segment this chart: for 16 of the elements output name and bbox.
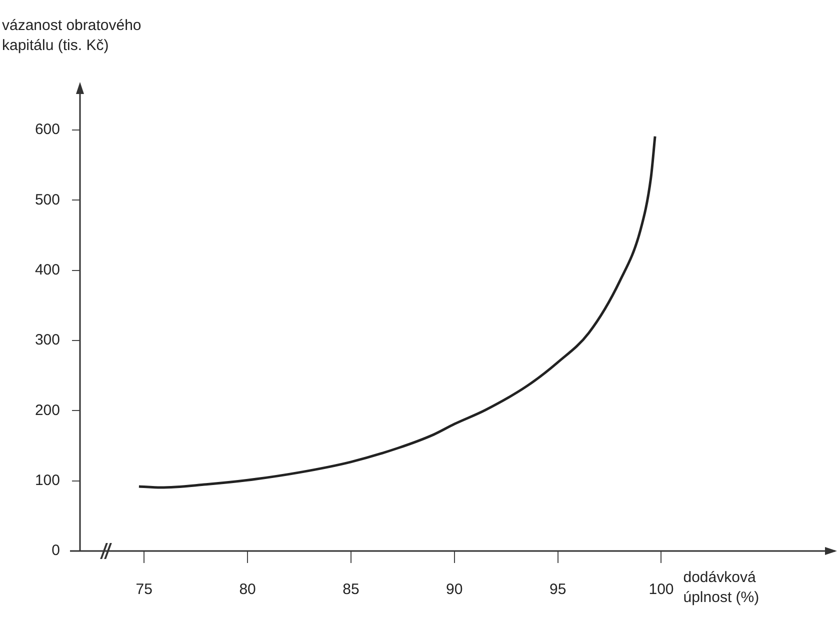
y-tick-label: 0 xyxy=(52,542,60,560)
y-tick-label: 300 xyxy=(34,332,60,349)
x-tick-label: 80 xyxy=(239,581,256,598)
x-tick-label: 75 xyxy=(136,581,152,598)
x-tick-label: 95 xyxy=(549,581,566,598)
line-series xyxy=(138,135,656,489)
x-tick-label: 100 xyxy=(648,581,674,598)
y-tick-label: 200 xyxy=(34,402,60,419)
x-axis-title: dodávková úplnost (%) xyxy=(683,569,760,606)
y-tick-label: 500 xyxy=(34,191,60,208)
x-tick-label: 90 xyxy=(446,581,463,598)
y-tick-label: 100 xyxy=(34,472,60,489)
y-tick-label: 400 xyxy=(34,262,60,279)
y-axis-title: vázanost obratového kapitálu (tis. Kč) xyxy=(2,17,142,54)
y-tick-label: 600 xyxy=(34,121,60,138)
x-tick-label: 85 xyxy=(342,581,360,598)
